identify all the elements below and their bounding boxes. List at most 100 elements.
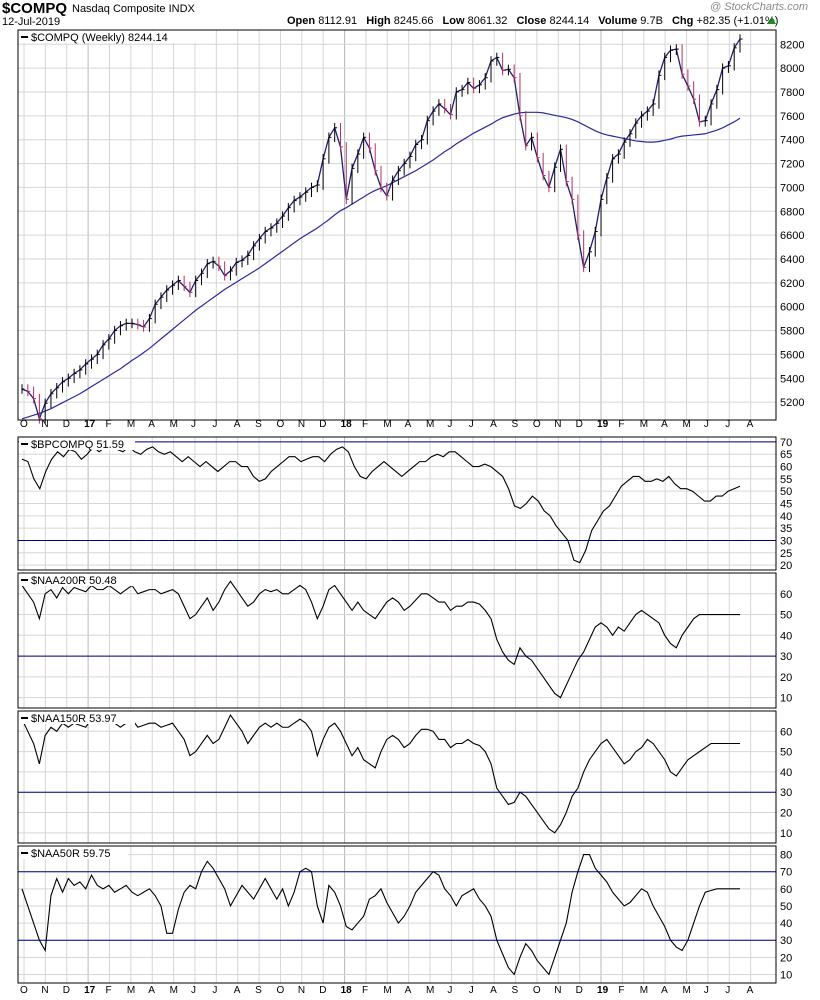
x-tick-label: S bbox=[512, 985, 519, 996]
high-value: 8245.66 bbox=[393, 15, 434, 27]
x-tick-label: J bbox=[191, 985, 196, 996]
y-tick-label: 10 bbox=[780, 693, 792, 705]
x-tick-label: M bbox=[683, 419, 691, 430]
y-tick-label: 60 bbox=[780, 726, 792, 738]
y-tick-label: 7800 bbox=[780, 87, 804, 99]
y-tick-label: 6400 bbox=[780, 254, 804, 266]
panel-background bbox=[18, 573, 776, 708]
y-tick-label: 8200 bbox=[780, 39, 804, 51]
indicator-line bbox=[21, 854, 740, 976]
x-tick-label: D bbox=[63, 419, 70, 430]
y-tick-label: 5200 bbox=[780, 397, 804, 409]
x-tick-label: 17 bbox=[84, 985, 96, 996]
panel-title-background bbox=[19, 847, 128, 859]
x-tick-label: A bbox=[661, 985, 668, 996]
y-tick-label: 5800 bbox=[780, 326, 804, 338]
x-tick-label: F bbox=[105, 985, 111, 996]
x-tick-label: A bbox=[490, 419, 497, 430]
x-tick-label: J bbox=[725, 985, 730, 996]
indicator-line bbox=[21, 713, 740, 834]
y-tick-label: 6200 bbox=[780, 278, 804, 290]
y-tick-label: 6000 bbox=[780, 302, 804, 314]
x-tick-label: A bbox=[405, 419, 412, 430]
y-tick-label: 8000 bbox=[780, 63, 804, 75]
x-tick-label: A bbox=[405, 985, 412, 996]
x-tick-label: A bbox=[148, 985, 155, 996]
x-tick-label: J bbox=[704, 419, 709, 430]
y-tick-label: 30 bbox=[780, 935, 792, 947]
index-name: Nasdaq Composite INDX bbox=[72, 3, 195, 15]
x-tick-label: J bbox=[212, 985, 217, 996]
open-label: Open bbox=[287, 15, 316, 27]
x-tick-label: M bbox=[640, 985, 648, 996]
indicator-line bbox=[21, 446, 741, 564]
panel-title: $COMPQ (Weekly) 8244.14 bbox=[31, 32, 168, 44]
y-tick-label: 20 bbox=[780, 672, 792, 684]
y-tick-label: 7600 bbox=[780, 111, 804, 123]
x-tick-label: O bbox=[533, 419, 541, 430]
x-tick-label: A bbox=[661, 419, 668, 430]
y-tick-label: 10 bbox=[780, 828, 792, 840]
high-label: High bbox=[366, 15, 391, 27]
x-tick-label: 19 bbox=[597, 419, 609, 430]
y-tick-label: 25 bbox=[780, 548, 792, 560]
x-tick-label: A bbox=[747, 985, 754, 996]
x-tick-label: J bbox=[704, 985, 709, 996]
y-tick-label: 6800 bbox=[780, 206, 804, 218]
x-tick-label: M bbox=[383, 419, 391, 430]
panel-border bbox=[17, 29, 777, 421]
x-tick-label: J bbox=[191, 419, 196, 430]
x-tick-label: A bbox=[148, 419, 155, 430]
chart-panel-5: 10 20 30 40 50 60 70 80 $NAA50R 59.75 bbox=[17, 845, 792, 984]
y-tick-label: 7200 bbox=[780, 159, 804, 171]
x-tick-label: 19 bbox=[597, 985, 609, 996]
panel-title: $NAA150R 53.97 bbox=[31, 713, 117, 725]
x-tick-label: M bbox=[127, 985, 135, 996]
y-tick-label: 5400 bbox=[780, 373, 804, 385]
y-tick-label: 50 bbox=[780, 486, 792, 498]
x-tick-label: F bbox=[105, 419, 111, 430]
x-tick-label: A bbox=[490, 985, 497, 996]
y-tick-label: 20 bbox=[780, 560, 792, 572]
x-tick-label: 17 bbox=[84, 419, 96, 430]
y-tick-label: 40 bbox=[780, 918, 792, 930]
x-tick-label: M bbox=[383, 985, 391, 996]
y-tick-label: 80 bbox=[780, 850, 792, 862]
x-tick-label: 18 bbox=[341, 419, 353, 430]
x-tick-label: A bbox=[234, 419, 241, 430]
x-tick-label: 18 bbox=[341, 985, 353, 996]
y-tick-label: 7400 bbox=[780, 135, 804, 147]
symbol-title: $COMPQ bbox=[2, 0, 68, 17]
chart-panel-3: 10 20 30 40 50 60 $NAA200R 50.48 bbox=[17, 572, 792, 709]
volume-value: 9.7B bbox=[640, 15, 663, 27]
panel-title-background bbox=[19, 438, 135, 450]
y-tick-label: 30 bbox=[780, 535, 792, 547]
x-tick-label: D bbox=[63, 985, 70, 996]
x-tick-label: S bbox=[255, 985, 262, 996]
y-tick-label: 20 bbox=[780, 808, 792, 820]
panel-title: $NAA200R 50.48 bbox=[31, 575, 117, 587]
y-tick-label: 65 bbox=[780, 449, 792, 461]
panel-border bbox=[17, 845, 777, 984]
x-tick-label: M bbox=[683, 985, 691, 996]
panel-border bbox=[17, 436, 777, 571]
indicator-line bbox=[21, 580, 740, 699]
x-tick-label: J bbox=[469, 419, 474, 430]
y-tick-label: 40 bbox=[780, 767, 792, 779]
panel-border bbox=[17, 710, 777, 844]
x-tick-label: M bbox=[170, 419, 178, 430]
y-tick-label: 55 bbox=[780, 474, 792, 486]
x-tick-label: J bbox=[725, 419, 730, 430]
y-tick-label: 60 bbox=[780, 462, 792, 474]
x-tick-label: D bbox=[576, 419, 583, 430]
close-value: 8244.14 bbox=[549, 15, 590, 27]
chart-panel-1: 5200 5400 5600 5800 6000 6200 6400 6600 6800 7000… bbox=[17, 29, 804, 424]
x-tick-label: M bbox=[127, 419, 135, 430]
x-tick-label: N bbox=[41, 985, 48, 996]
x-tick-label: M bbox=[426, 419, 434, 430]
open-value: 8112.91 bbox=[318, 15, 358, 27]
y-tick-label: 20 bbox=[780, 952, 792, 964]
x-tick-label: D bbox=[319, 419, 326, 430]
